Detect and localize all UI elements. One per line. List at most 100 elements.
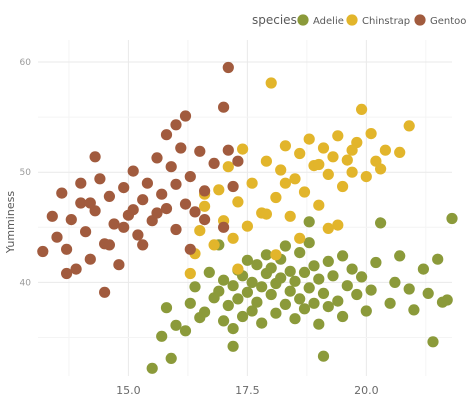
data-point [279, 140, 291, 152]
data-point [308, 297, 320, 309]
data-point [337, 180, 349, 193]
legend-swatch [414, 14, 426, 26]
data-point [179, 198, 192, 210]
legend-item-gentoo: Gentoo [414, 14, 466, 27]
data-point [227, 180, 239, 193]
data-point [241, 286, 253, 298]
data-point [118, 221, 130, 233]
data-point [237, 310, 249, 323]
data-point [75, 177, 87, 189]
data-point [265, 288, 277, 301]
data-point [375, 163, 387, 175]
y-tick-label: 40 [20, 278, 32, 288]
data-point [275, 272, 287, 284]
legend: species Adelie Chinstrap Gentoo [252, 13, 466, 27]
data-point [184, 297, 196, 309]
data-point [199, 214, 211, 226]
data-point [208, 239, 220, 251]
data-point [256, 317, 268, 329]
data-point [322, 301, 334, 313]
data-point [327, 151, 339, 163]
data-point [246, 276, 258, 288]
data-point [317, 350, 330, 362]
data-point [303, 133, 315, 145]
data-point [222, 61, 234, 74]
data-point [313, 199, 325, 211]
data-point [170, 178, 182, 190]
data-point [246, 305, 258, 317]
data-point [379, 144, 391, 156]
data-point [251, 296, 263, 308]
data-point [208, 157, 220, 169]
data-point [417, 263, 429, 275]
data-point [132, 229, 144, 241]
data-point [332, 130, 344, 142]
data-point [232, 263, 244, 275]
data-point [422, 287, 434, 299]
data-point [232, 155, 244, 167]
data-point [270, 307, 282, 319]
data-point [346, 144, 358, 156]
data-point [351, 288, 363, 301]
data-point [51, 231, 63, 243]
legend-item-chinstrap: Chinstrap [346, 14, 410, 27]
data-point [427, 336, 439, 348]
data-point [175, 142, 187, 154]
data-point [298, 186, 311, 198]
data-point [160, 129, 173, 141]
data-point [56, 187, 68, 199]
legend-label: Adelie [313, 16, 344, 27]
data-point [137, 194, 149, 206]
data-point [294, 232, 306, 244]
grid-lines [38, 40, 452, 376]
data-point [313, 273, 325, 285]
data-point [137, 239, 149, 251]
data-point [156, 188, 168, 200]
y-axis-ticks: 40 50 60 [20, 58, 32, 288]
data-point [313, 318, 325, 330]
data-point [327, 270, 339, 282]
data-point [199, 185, 211, 197]
data-point [61, 243, 73, 255]
data-point [165, 161, 177, 173]
data-point [341, 280, 353, 292]
data-point [241, 220, 253, 232]
data-point [337, 310, 349, 323]
data-point [222, 299, 234, 312]
legend-label: Chinstrap [362, 16, 410, 27]
data-point [303, 216, 315, 228]
data-point [275, 164, 287, 176]
data-point [294, 293, 306, 305]
data-point [251, 259, 263, 271]
data-point [146, 362, 158, 374]
data-point [203, 266, 215, 278]
y-tick-label: 60 [20, 58, 32, 68]
data-point [356, 103, 368, 115]
data-point [289, 173, 301, 185]
legend-title: species [252, 13, 297, 27]
series-chinstrap [184, 77, 415, 280]
data-point [237, 143, 249, 155]
data-point [227, 232, 239, 244]
data-point [270, 249, 282, 261]
data-point [194, 225, 206, 237]
data-point [213, 184, 225, 196]
y-axis-title: Yumminess [4, 191, 17, 254]
data-point [303, 282, 315, 294]
data-point [341, 154, 353, 166]
data-point [84, 253, 96, 265]
data-point [394, 146, 406, 158]
data-point [332, 219, 344, 231]
data-point [160, 302, 173, 314]
data-point [127, 165, 139, 177]
data-point [170, 223, 182, 236]
data-point [179, 325, 192, 337]
series-adelie [146, 212, 458, 374]
data-points [37, 61, 458, 374]
data-point [337, 250, 349, 262]
data-point [179, 110, 192, 122]
data-point [441, 294, 453, 306]
data-point [75, 197, 87, 209]
data-point [218, 315, 230, 327]
